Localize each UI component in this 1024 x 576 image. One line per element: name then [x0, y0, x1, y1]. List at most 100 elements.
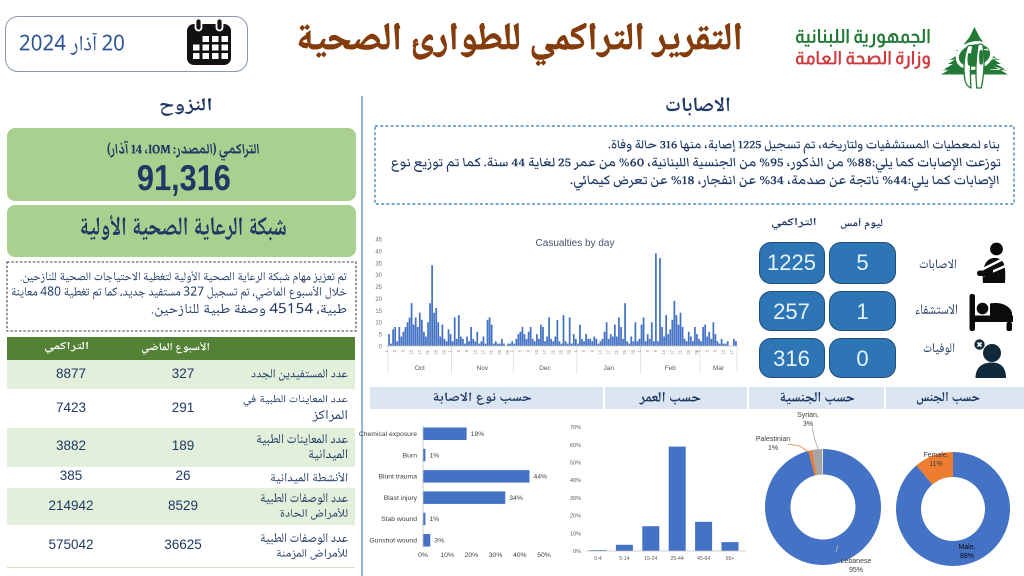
svg-text:25-44: 25-44 [671, 556, 684, 562]
svg-text:10: 10 [375, 321, 382, 327]
svg-text:10%: 10% [570, 531, 581, 537]
svg-text:Stab wound: Stab wound [381, 516, 417, 523]
svg-text:Lebanese: Lebanese [841, 558, 872, 565]
svg-text:1: 1 [696, 349, 701, 352]
svg-text:5: 5 [518, 349, 523, 352]
svg-text:5: 5 [704, 349, 709, 352]
svg-text:10%: 10% [440, 552, 454, 559]
svg-text:15: 15 [375, 309, 382, 315]
svg-text:Oct: Oct [415, 365, 425, 372]
svg-text:21: 21 [614, 349, 619, 354]
svg-text:9: 9 [400, 349, 405, 352]
svg-text:17: 17 [542, 349, 547, 354]
svg-text:Jan: Jan [603, 365, 614, 372]
svg-text:9: 9 [526, 349, 531, 352]
svg-text:20%: 20% [570, 514, 581, 520]
svg-text:17: 17 [729, 349, 734, 354]
svg-text:13: 13 [721, 349, 726, 354]
svg-text:25: 25 [622, 349, 627, 354]
svg-text:9: 9 [464, 349, 469, 352]
svg-text:17: 17 [417, 349, 422, 354]
svg-text:3%: 3% [434, 538, 444, 545]
svg-text:30%: 30% [489, 552, 503, 559]
svg-text:18%: 18% [471, 431, 485, 438]
svg-text:Male,: Male, [958, 544, 975, 551]
svg-text:9: 9 [713, 349, 718, 352]
svg-text:Blunt trauma: Blunt trauma [378, 474, 417, 481]
svg-text:Chemical exposure: Chemical exposure [359, 431, 417, 438]
svg-text:50%: 50% [570, 461, 581, 467]
svg-text:Syrian,: Syrian, [797, 412, 819, 419]
svg-text:1: 1 [573, 349, 578, 352]
svg-text:0%: 0% [418, 552, 428, 559]
svg-text:65+: 65+ [726, 556, 735, 562]
svg-text:1: 1 [509, 349, 514, 352]
svg-text:29: 29 [630, 349, 635, 354]
svg-text:Palestinian: Palestinian [756, 436, 790, 443]
svg-text:13: 13 [409, 349, 414, 354]
svg-text:25: 25 [497, 349, 502, 354]
svg-text:25: 25 [559, 349, 564, 354]
svg-text:5-14: 5-14 [619, 556, 629, 562]
svg-text:29: 29 [505, 349, 510, 354]
svg-text:95%: 95% [849, 567, 863, 574]
svg-text:Blast injury: Blast injury [384, 495, 418, 502]
svg-text:1: 1 [637, 349, 642, 352]
svg-text:3%: 3% [803, 421, 813, 428]
svg-text:Nov: Nov [477, 365, 489, 372]
svg-text:9: 9 [589, 349, 594, 352]
svg-text:5: 5 [392, 349, 397, 352]
svg-text:Mar: Mar [713, 365, 725, 372]
svg-text:40%: 40% [570, 478, 581, 484]
svg-text:25: 25 [375, 285, 382, 291]
svg-text:5: 5 [379, 333, 383, 339]
svg-text:1%: 1% [429, 452, 439, 459]
svg-text:34%: 34% [509, 495, 523, 502]
svg-text:17: 17 [481, 349, 486, 354]
svg-text:29: 29 [567, 349, 572, 354]
svg-text:88%: 88% [960, 553, 974, 560]
svg-text:70%: 70% [570, 425, 581, 431]
svg-text:Female,: Female, [923, 452, 948, 459]
svg-text:30%: 30% [570, 496, 581, 502]
svg-text:60%: 60% [570, 443, 581, 449]
svg-text:21: 21 [550, 349, 555, 354]
svg-text:Gunshot wound: Gunshot wound [369, 538, 417, 545]
svg-text:5: 5 [456, 349, 461, 352]
svg-text:20%: 20% [465, 552, 479, 559]
svg-text:29: 29 [442, 349, 447, 354]
svg-text:13: 13 [472, 349, 477, 354]
svg-text:1%: 1% [768, 445, 778, 452]
svg-text:15-24: 15-24 [644, 556, 657, 562]
svg-text:17: 17 [606, 349, 611, 354]
svg-text:29: 29 [694, 349, 699, 354]
svg-text:21: 21 [678, 349, 683, 354]
svg-text:20: 20 [375, 297, 382, 303]
svg-text:13: 13 [598, 349, 603, 354]
svg-text:30: 30 [375, 273, 382, 279]
svg-text:9: 9 [653, 349, 658, 352]
svg-text:0: 0 [379, 345, 383, 351]
svg-text:21: 21 [489, 349, 494, 354]
svg-text:35: 35 [375, 261, 382, 267]
svg-text:50%: 50% [537, 552, 551, 559]
svg-text:0%: 0% [573, 549, 581, 555]
svg-text:1: 1 [448, 349, 453, 352]
svg-text:17: 17 [669, 349, 674, 354]
svg-text:25: 25 [686, 349, 691, 354]
svg-text:21: 21 [425, 349, 430, 354]
svg-text:25: 25 [433, 349, 438, 354]
svg-text:44%: 44% [534, 474, 548, 481]
svg-text:Dec: Dec [539, 365, 551, 372]
svg-text:13: 13 [661, 349, 666, 354]
svg-text:Feb: Feb [665, 365, 677, 372]
svg-text:13: 13 [534, 349, 539, 354]
svg-text:11%: 11% [929, 461, 943, 468]
svg-text:1: 1 [384, 349, 389, 352]
svg-text:40: 40 [375, 249, 382, 255]
svg-text:45-64: 45-64 [697, 556, 710, 562]
svg-text:Burn: Burn [403, 452, 418, 459]
svg-text:1%: 1% [429, 516, 439, 523]
svg-text:5: 5 [645, 349, 650, 352]
svg-text:5: 5 [581, 349, 586, 352]
